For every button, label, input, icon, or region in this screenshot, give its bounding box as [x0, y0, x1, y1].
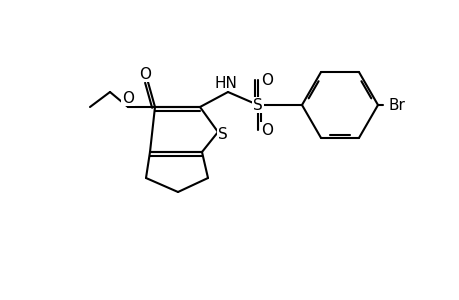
- Text: Br: Br: [388, 98, 404, 112]
- Text: S: S: [252, 98, 262, 112]
- Text: O: O: [260, 122, 272, 137]
- Text: O: O: [122, 91, 134, 106]
- Text: O: O: [260, 73, 272, 88]
- Text: HN: HN: [214, 76, 237, 91]
- Text: S: S: [218, 127, 227, 142]
- Text: O: O: [139, 67, 151, 82]
